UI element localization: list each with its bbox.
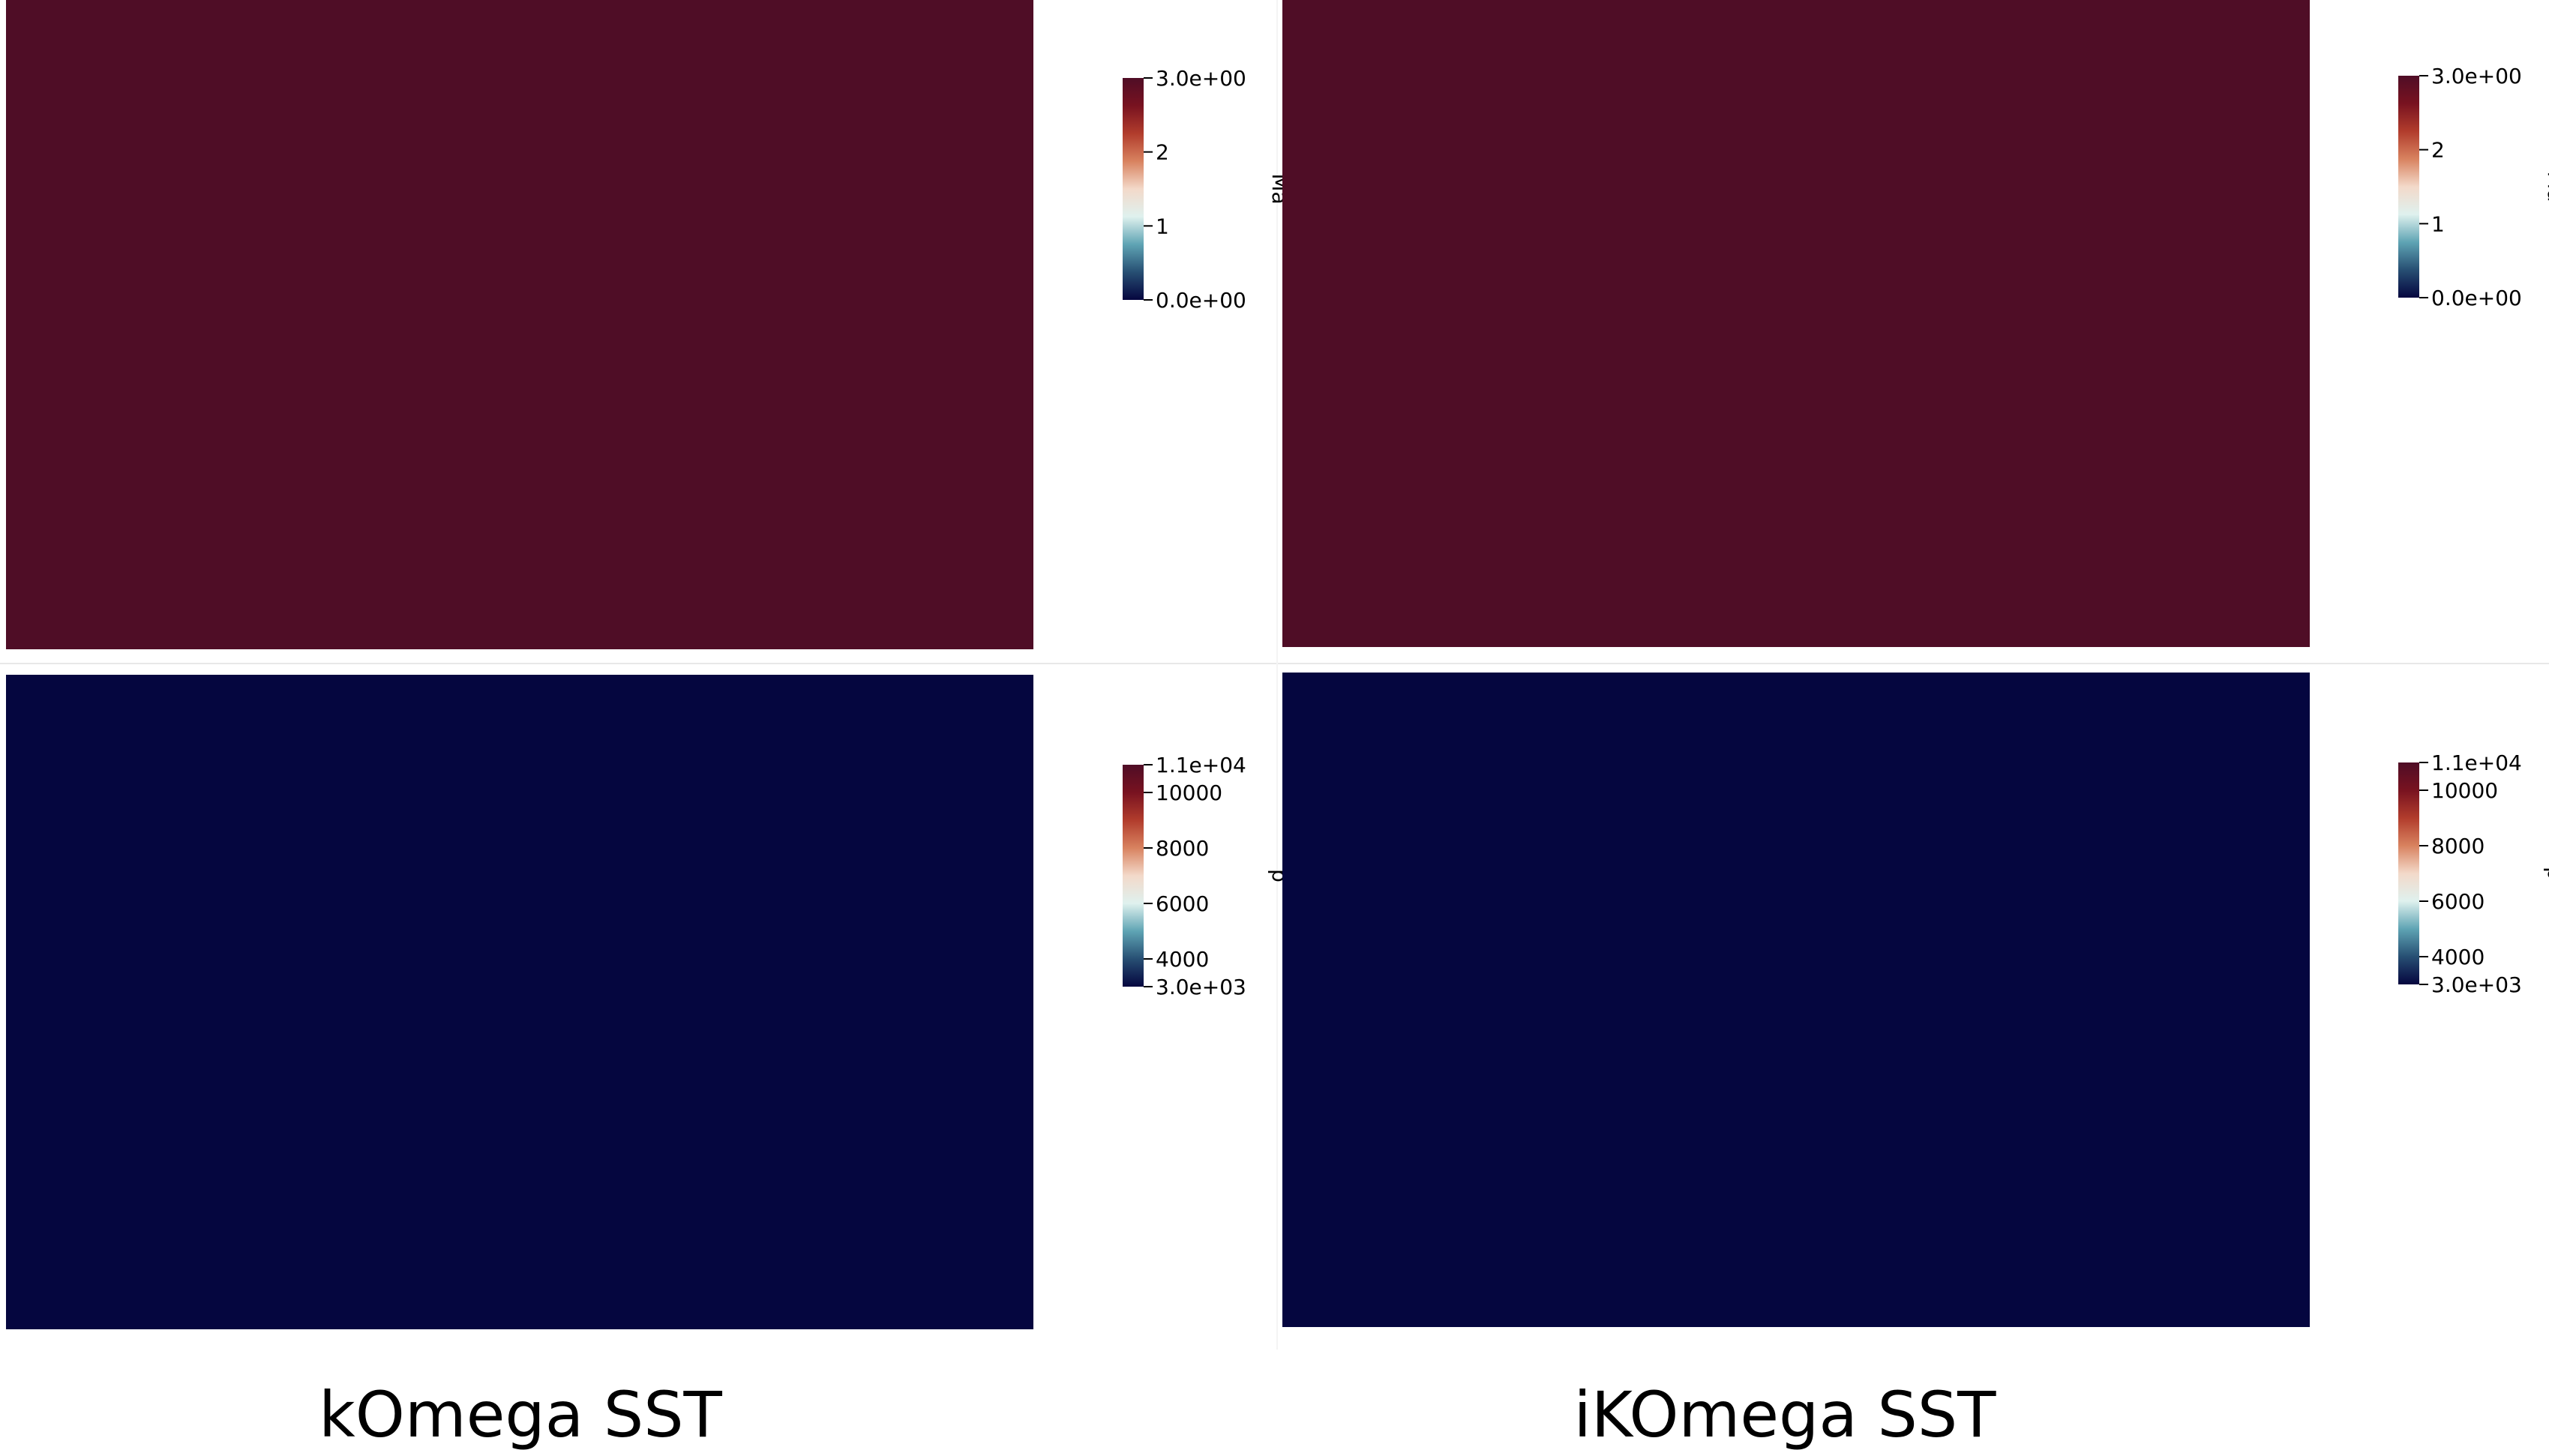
caption-ikomega-sst: iKOmega SST [1573,1378,1996,1452]
colorbar-tick-label: 4000 [2431,945,2485,969]
colorbar-tick-label: 10000 [1156,780,1222,805]
colorbar-tick-label: 10000 [2431,778,2498,803]
colorbar-tick-label: 1.1e+04 [1156,753,1246,777]
colorbar-tick-label: 2 [1156,140,1169,165]
colorbar-tick-label: 0.0e+00 [2431,286,2522,310]
colorbar-tick-label: 4000 [1156,947,1209,972]
colorbar-title: Ma [2543,171,2549,202]
caption-komega-sst: kOmega SST [319,1378,722,1452]
colorbar-title: p [2543,867,2549,880]
colorbar-p-ikomega: 1.1e+04 10000 8000 6000 4000 3.0e+03 p [2398,750,2549,997]
colorbar-tick-label: 1.1e+04 [2431,750,2522,775]
colorbar-tick-label: 6000 [1156,891,1209,916]
colorbar-tick-label: 8000 [1156,836,1209,861]
colorbar-tick-label: 3.0e+03 [2431,972,2522,997]
colorbar-tick-label: 6000 [2431,889,2485,914]
colorbar-tick-label: 0.0e+00 [1156,288,1246,313]
colorbar-tick-label: 8000 [2431,834,2485,858]
colorbar-tick-label: 2 [2431,138,2445,163]
colorbar-tick-label: 1 [1156,214,1169,238]
colorbar-tick-label: 3.0e+00 [2431,64,2522,88]
colorbar-tick-label: 1 [2431,211,2445,236]
colorbar-tick-label: 3.0e+00 [1156,66,1246,91]
colorbar-tick-label: 3.0e+03 [1156,975,1246,999]
colorbar-ma-ikomega: 3.0e+00 2 1 0.0e+00 Ma [2398,64,2549,310]
